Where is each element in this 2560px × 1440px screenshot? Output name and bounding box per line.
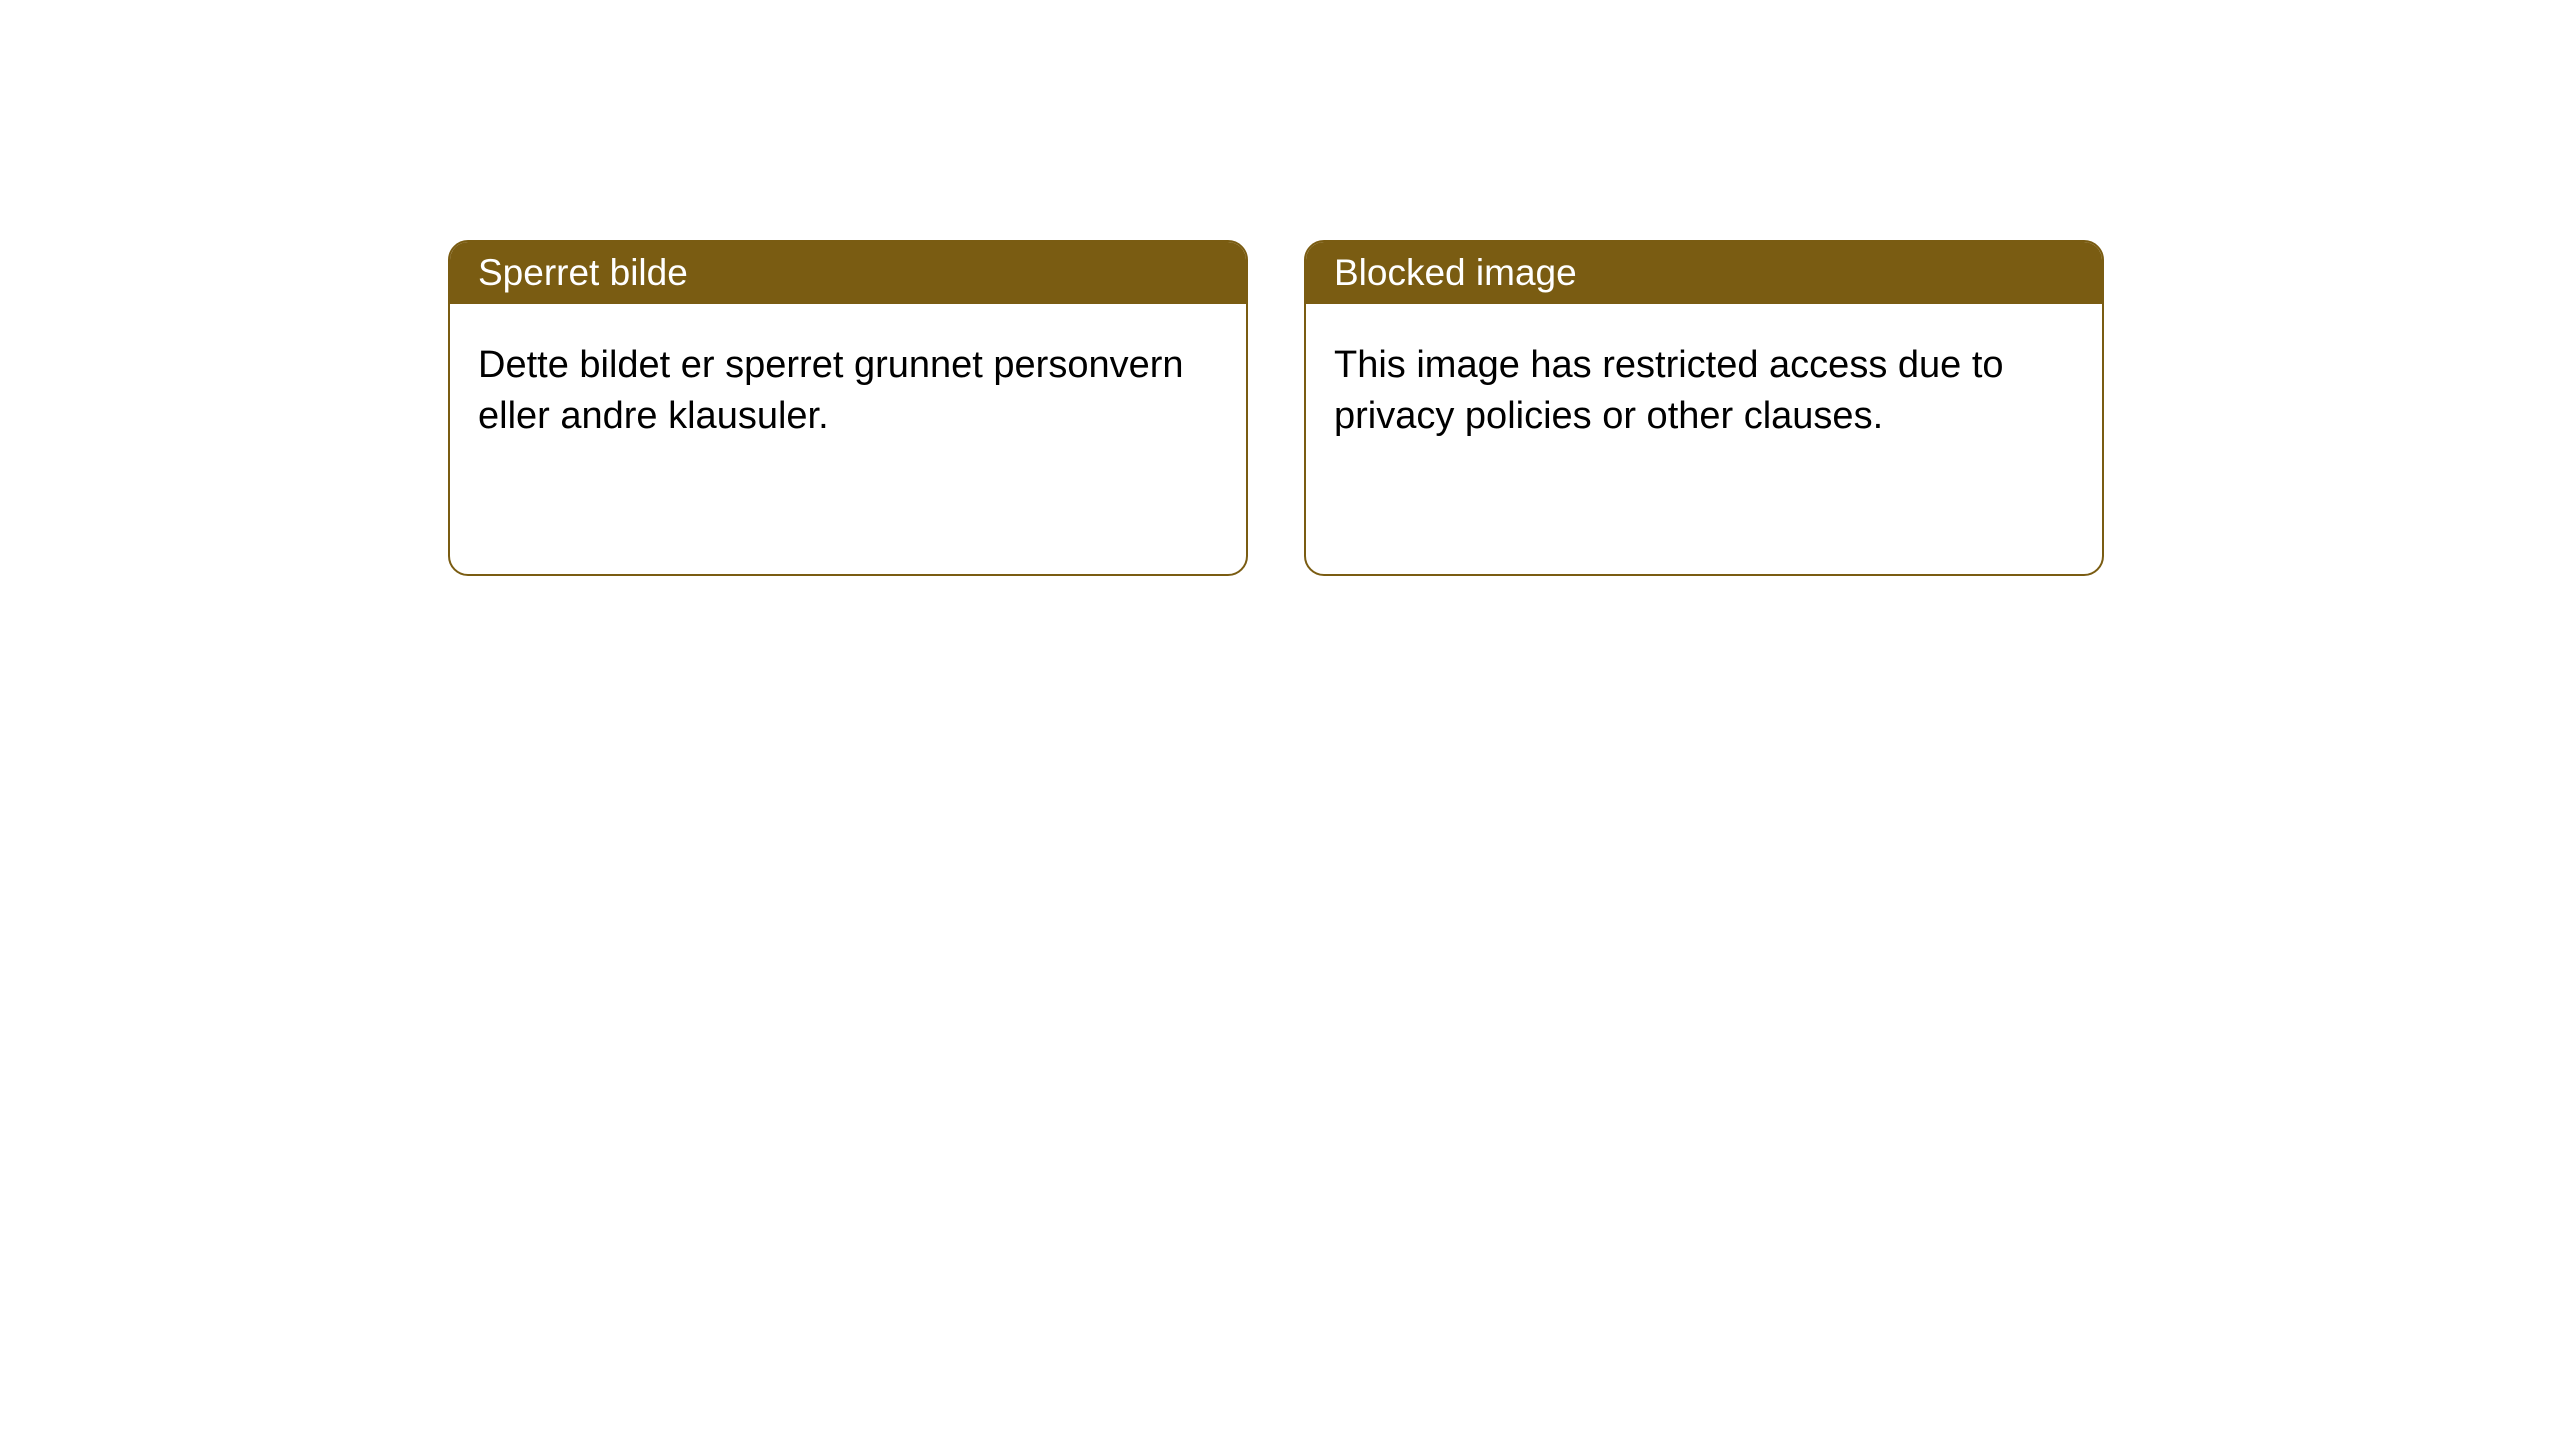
notice-card-english: Blocked image This image has restricted … [1304, 240, 2104, 576]
card-message: This image has restricted access due to … [1334, 344, 2004, 437]
card-header: Sperret bilde [450, 242, 1246, 304]
card-title: Blocked image [1334, 252, 1577, 293]
card-message: Dette bildet er sperret grunnet personve… [478, 344, 1184, 437]
card-body: This image has restricted access due to … [1306, 304, 2102, 479]
notice-card-norwegian: Sperret bilde Dette bildet er sperret gr… [448, 240, 1248, 576]
card-header: Blocked image [1306, 242, 2102, 304]
card-title: Sperret bilde [478, 252, 688, 293]
notice-cards-container: Sperret bilde Dette bildet er sperret gr… [0, 0, 2560, 576]
card-body: Dette bildet er sperret grunnet personve… [450, 304, 1246, 479]
